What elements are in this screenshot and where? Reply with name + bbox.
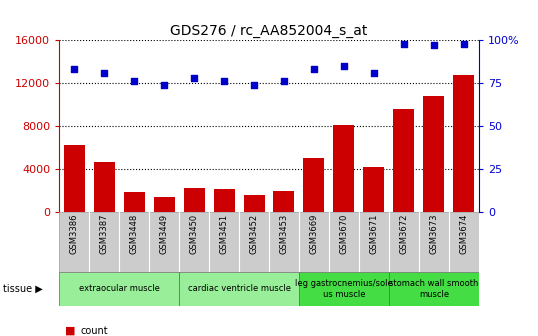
Bar (244, 195, 265, 212)
Text: GSM3448: GSM3448 (130, 213, 139, 254)
Point (250, 82, 258, 88)
Bar (423, 96, 444, 212)
Point (190, 75, 199, 81)
Point (339, 64, 348, 69)
Bar (299, 272, 389, 306)
Bar (94, 162, 115, 212)
Point (400, 41, 408, 46)
Text: GSM3674: GSM3674 (459, 213, 469, 254)
Bar (179, 272, 299, 306)
Point (280, 79, 288, 84)
Title: GDS276 / rc_AA852004_s_at: GDS276 / rc_AA852004_s_at (171, 24, 367, 38)
Text: ■: ■ (65, 326, 75, 336)
Bar (303, 158, 324, 212)
Text: GSM3450: GSM3450 (189, 213, 199, 254)
Text: leg gastrocnemius/sole
us muscle: leg gastrocnemius/sole us muscle (295, 279, 393, 299)
Bar (63, 145, 84, 212)
Point (70, 67, 79, 72)
Text: cardiac ventricle muscle: cardiac ventricle muscle (188, 285, 291, 293)
Point (310, 67, 318, 72)
Bar (59, 272, 179, 306)
Text: count: count (81, 326, 108, 336)
Text: GSM3672: GSM3672 (399, 213, 408, 254)
Point (100, 70, 109, 76)
Point (220, 79, 228, 84)
Bar (214, 189, 235, 212)
Bar (393, 109, 414, 212)
Text: stomach wall smooth
muscle: stomach wall smooth muscle (389, 279, 478, 299)
Text: GSM3386: GSM3386 (69, 213, 79, 254)
Bar (334, 125, 355, 212)
Point (459, 41, 468, 46)
Bar (454, 75, 475, 212)
Text: GSM3449: GSM3449 (160, 213, 168, 254)
Bar (273, 191, 294, 212)
Bar (124, 193, 145, 212)
Text: extraocular muscle: extraocular muscle (79, 285, 160, 293)
Text: tissue ▶: tissue ▶ (3, 284, 43, 294)
Text: GSM3453: GSM3453 (279, 213, 288, 254)
Bar (363, 167, 384, 212)
Text: GSM3451: GSM3451 (220, 213, 229, 254)
Bar (153, 197, 174, 212)
Text: GSM3387: GSM3387 (100, 213, 109, 254)
Bar (183, 188, 204, 212)
Text: GSM3452: GSM3452 (250, 213, 259, 254)
Point (429, 43, 438, 48)
Point (130, 79, 138, 84)
Point (160, 82, 168, 88)
Text: GSM3671: GSM3671 (370, 213, 378, 254)
Text: GSM3669: GSM3669 (309, 213, 318, 254)
Text: GSM3670: GSM3670 (339, 213, 349, 254)
Point (370, 70, 378, 76)
Text: GSM3673: GSM3673 (429, 213, 438, 254)
Bar (389, 272, 479, 306)
